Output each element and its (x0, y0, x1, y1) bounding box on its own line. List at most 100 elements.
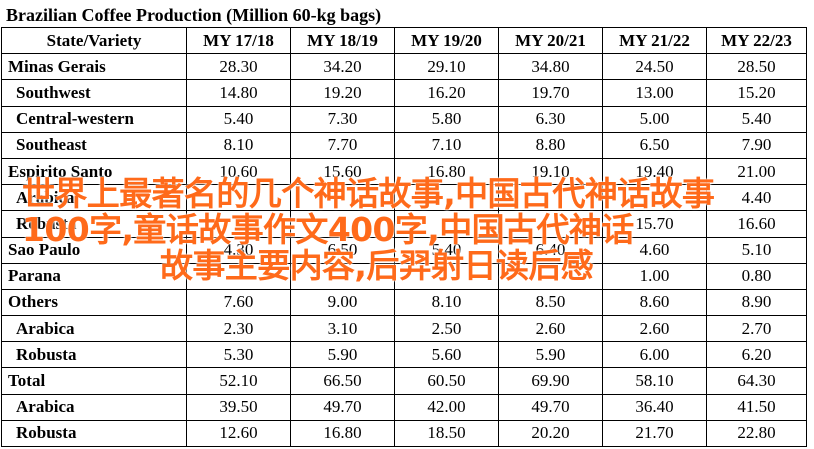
value-cell: 19.20 (290, 79, 395, 107)
value-cell (498, 262, 603, 290)
value-cell: 8.50 (498, 288, 603, 317)
value-cell: 24.50 (602, 53, 707, 81)
value-cell: 21.70 (602, 419, 707, 448)
table-row: Central-western 5.40 7.30 5.80 6.30 5.00 5.40 (1, 105, 807, 133)
row-label: Southwest (1, 79, 187, 107)
value-cell: 5.90 (290, 341, 395, 369)
value-cell: 4.30 (186, 236, 291, 264)
value-cell: 12.60 (186, 419, 291, 448)
value-cell: 1.00 (602, 262, 707, 290)
value-cell: 2.70 (706, 315, 807, 343)
row-label: Total (1, 367, 187, 395)
value-cell (394, 210, 499, 238)
value-cell: 21.00 (706, 157, 807, 186)
row-label: Arabica (1, 315, 187, 343)
value-cell: 16.80 (394, 157, 499, 186)
table-row: Robusta 5.30 5.90 5.60 5.90 6.00 6.20 (1, 341, 807, 369)
table-row: Arabica 4.40 (1, 184, 807, 212)
value-cell: 52.10 (186, 367, 291, 395)
column-header-my-19-20: MY 19/20 (394, 26, 499, 55)
value-cell: 19.10 (498, 157, 603, 186)
value-cell: 8.80 (498, 131, 603, 159)
table-row: Arabica 2.30 3.10 2.50 2.60 2.60 2.70 (1, 315, 807, 343)
value-cell: 9.00 (290, 288, 395, 317)
value-cell: 16.60 (706, 210, 807, 238)
value-cell: 2.60 (498, 315, 603, 343)
table-row: Robusta 15.70 16.60 (1, 210, 807, 238)
value-cell (186, 210, 291, 238)
table-title: Brazilian Coffee Production (Million 60-… (6, 5, 382, 25)
value-cell (394, 262, 499, 290)
value-cell: 28.30 (186, 53, 291, 81)
value-cell: 15.60 (290, 157, 395, 186)
table-row: Arabica 39.50 49.70 42.00 49.70 36.40 41.50 (1, 393, 807, 421)
value-cell: 6.30 (498, 105, 603, 133)
value-cell: 7.90 (706, 131, 807, 159)
value-cell (498, 210, 603, 238)
column-header-state: State/Variety (1, 26, 187, 55)
value-cell: 3.10 (290, 315, 395, 343)
value-cell (394, 184, 499, 212)
value-cell: 4.60 (602, 236, 707, 264)
table-row: Southeast 8.10 7.70 7.10 8.80 6.50 7.90 (1, 131, 807, 159)
value-cell: 58.10 (602, 367, 707, 395)
value-cell: 29.10 (394, 53, 499, 81)
row-label: Minas Gerais (1, 53, 187, 81)
row-label: Others (1, 288, 187, 317)
row-label: Robusta (1, 210, 187, 238)
value-cell (186, 184, 291, 212)
value-cell: 13.00 (602, 79, 707, 107)
value-cell: 66.50 (290, 367, 395, 395)
column-header-my-22-23: MY 22/23 (706, 26, 807, 55)
value-cell: 64.30 (706, 367, 807, 395)
table-row: Total 52.10 66.50 60.50 69.90 58.10 64.30 (1, 367, 807, 395)
column-header-my-17-18: MY 17/18 (186, 26, 291, 55)
value-cell: 10.60 (186, 157, 291, 186)
value-cell: 7.70 (290, 131, 395, 159)
value-cell: 34.20 (290, 53, 395, 81)
coffee-production-table: State/Variety MY 17/18 MY 18/19 MY 19/20… (1, 26, 807, 448)
value-cell: 28.50 (706, 53, 807, 81)
value-cell: 2.30 (186, 315, 291, 343)
value-cell: 49.70 (290, 393, 395, 421)
value-cell: 7.10 (394, 131, 499, 159)
value-cell: 41.50 (706, 393, 807, 421)
value-cell: 36.40 (602, 393, 707, 421)
table-row: Robusta 12.60 16.80 18.50 20.20 21.70 22.80 (1, 419, 807, 448)
column-header-my-20-21: MY 20/21 (498, 26, 603, 55)
value-cell: 16.80 (290, 419, 395, 448)
row-label: Arabica (1, 393, 187, 421)
value-cell: 5.10 (706, 236, 807, 264)
value-cell: 7.30 (290, 105, 395, 133)
value-cell: 19.40 (602, 157, 707, 186)
value-cell: 69.90 (498, 367, 603, 395)
value-cell: 8.90 (706, 288, 807, 317)
value-cell: 4.40 (706, 184, 807, 212)
value-cell (290, 184, 395, 212)
value-cell: 5.40 (394, 236, 499, 264)
value-cell: 5.30 (186, 341, 291, 369)
value-cell: 2.50 (394, 315, 499, 343)
value-cell (498, 184, 603, 212)
value-cell: 8.60 (602, 288, 707, 317)
row-label: Sao Paulo (1, 236, 187, 264)
value-cell: 20.20 (498, 419, 603, 448)
value-cell: 8.10 (394, 288, 499, 317)
value-cell (602, 184, 707, 212)
value-cell: 15.20 (706, 79, 807, 107)
value-cell: 8.10 (186, 131, 291, 159)
value-cell (290, 262, 395, 290)
value-cell: 16.20 (394, 79, 499, 107)
table-row: Sao Paulo 4.30 6.50 5.40 6.40 4.60 5.10 (1, 236, 807, 264)
table-row: Minas Gerais 28.30 34.20 29.10 34.80 24.50 28.… (1, 53, 807, 81)
value-cell: 5.40 (186, 105, 291, 133)
value-cell: 18.50 (394, 419, 499, 448)
value-cell: 49.70 (498, 393, 603, 421)
value-cell: 2.60 (602, 315, 707, 343)
row-label: Robusta (1, 419, 187, 448)
row-label: Arabica (1, 184, 187, 212)
table-row: Espirito Santo 10.60 15.60 16.80 19.10 19.40 2… (1, 157, 807, 186)
value-cell: 60.50 (394, 367, 499, 395)
value-cell (186, 262, 291, 290)
table-row: Parana 1.00 0.80 (1, 262, 807, 290)
